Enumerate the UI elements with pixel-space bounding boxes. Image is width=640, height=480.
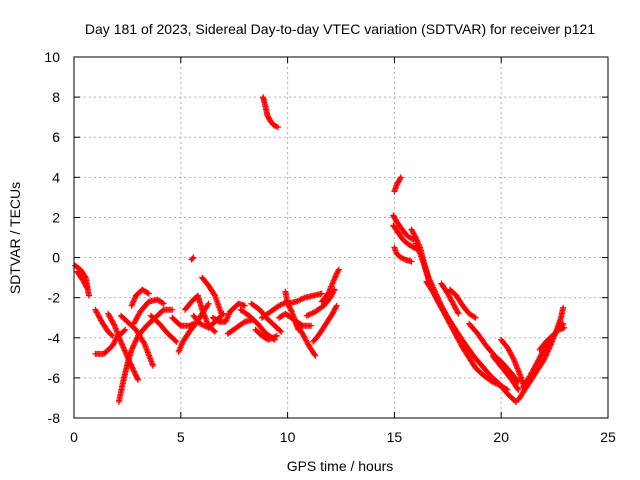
data-point — [172, 337, 179, 344]
data-point — [129, 365, 136, 372]
data-point — [133, 374, 140, 381]
data-point — [121, 327, 128, 334]
y-tick-label: 6 — [52, 129, 60, 145]
data-points — [72, 94, 568, 405]
data-point — [122, 326, 129, 333]
y-tick-label: 4 — [52, 169, 60, 185]
data-point — [335, 267, 342, 274]
data-point — [144, 289, 151, 296]
data-point — [408, 258, 415, 265]
data-point — [173, 338, 180, 345]
data-point — [510, 355, 517, 362]
data-point — [273, 332, 280, 339]
data-point — [318, 290, 325, 297]
data-point — [308, 322, 315, 329]
data-point — [133, 372, 140, 379]
x-tick-label: 10 — [280, 429, 296, 445]
plot-frame — [73, 56, 609, 419]
data-point — [397, 174, 404, 181]
y-tick-label: -2 — [48, 290, 61, 306]
data-point — [130, 367, 137, 374]
data-point — [240, 319, 247, 326]
data-point — [278, 328, 285, 335]
data-point — [83, 283, 90, 290]
y-tick-label: -8 — [48, 410, 61, 426]
data-point — [189, 255, 196, 262]
data-point — [288, 307, 295, 314]
x-tick-label: 25 — [600, 429, 616, 445]
data-point — [83, 284, 90, 291]
x-axis-label: GPS time / hours — [287, 458, 394, 474]
data-point — [333, 304, 340, 311]
data-point — [514, 385, 521, 392]
data-point — [131, 369, 138, 376]
data-point — [150, 362, 157, 369]
data-point — [210, 327, 217, 334]
data-point — [129, 364, 136, 371]
data-point — [145, 290, 152, 297]
x-tick-label: 20 — [493, 429, 509, 445]
data-point — [311, 351, 318, 358]
axis-ticks: 0 5 10 15 20 25 -8 -6 -4 -2 0 2 4 6 8 10 — [44, 49, 616, 445]
data-point — [471, 313, 478, 320]
data-point — [204, 301, 211, 308]
data-point — [333, 302, 340, 309]
data-point — [335, 266, 342, 273]
data-point — [512, 397, 519, 404]
data-point — [160, 300, 167, 307]
data-point — [169, 306, 176, 313]
data-point — [108, 331, 115, 338]
y-tick-label: 10 — [44, 49, 60, 65]
x-tick-label: 0 — [70, 429, 78, 445]
data-point — [218, 310, 225, 317]
data-point — [132, 371, 139, 378]
data-point — [128, 363, 135, 370]
data-point — [274, 124, 281, 131]
y-tick-label: 0 — [52, 250, 60, 266]
chart-title: Day 181 of 2023, Sidereal Day-to-day VTE… — [85, 21, 595, 37]
data-point — [205, 300, 212, 307]
y-tick-label: 8 — [52, 89, 60, 105]
data-point — [412, 233, 419, 240]
data-point — [127, 361, 134, 368]
data-point — [140, 339, 147, 346]
data-point — [455, 310, 462, 317]
data-point — [85, 292, 92, 299]
data-point — [472, 314, 479, 321]
y-axis-label: SDTVAR / TECUs — [7, 182, 23, 294]
x-tick-label: 15 — [387, 429, 403, 445]
y-tick-label: -4 — [48, 330, 61, 346]
x-tick-label: 5 — [177, 429, 185, 445]
data-point — [454, 309, 461, 316]
y-tick-label: 2 — [52, 209, 60, 225]
data-point — [109, 332, 116, 339]
data-point — [560, 304, 567, 311]
data-point — [312, 352, 319, 359]
data-point — [241, 302, 248, 309]
y-tick-label: -6 — [48, 370, 61, 386]
data-point — [131, 368, 138, 375]
data-point — [134, 375, 141, 382]
data-point — [110, 321, 117, 328]
data-point — [515, 386, 522, 393]
data-point — [135, 376, 142, 383]
data-point — [397, 175, 404, 182]
data-point — [190, 254, 197, 261]
data-point — [277, 327, 284, 334]
data-point — [159, 299, 166, 306]
data-point — [211, 328, 218, 335]
data-point — [561, 324, 568, 331]
data-point — [211, 291, 218, 298]
